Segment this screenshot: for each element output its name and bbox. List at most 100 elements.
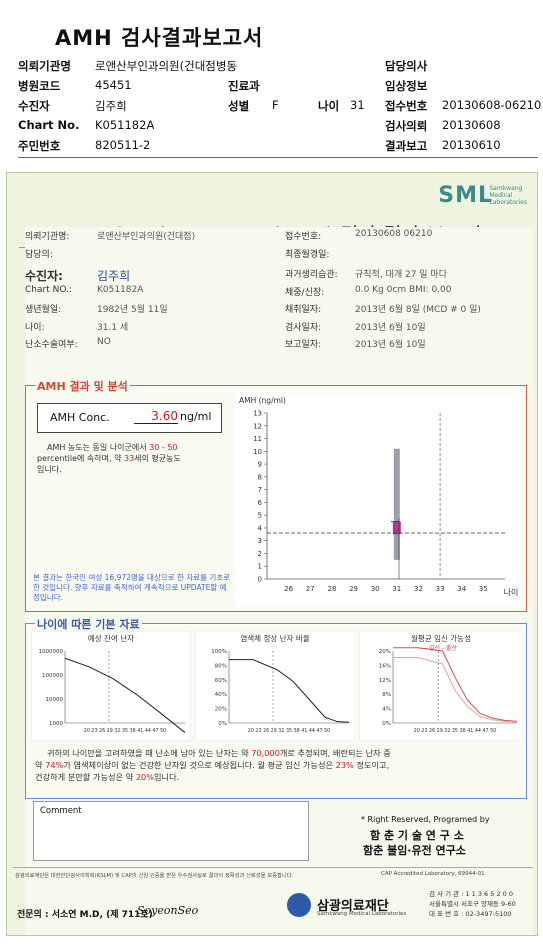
remaining-eggs-chart-ytick: 10000 [46, 697, 64, 703]
amh-chart-iqr-box [392, 521, 401, 535]
sml-logo-sub: Samkwang Medical Laboratories [489, 185, 527, 206]
page-title: AMH 검사결과보고서 [55, 26, 264, 50]
field-label: 생년월일: [25, 305, 62, 315]
header-label: 검사의뢰 [385, 119, 428, 133]
remaining-eggs-chart: 예상 잔여 난자 1000000 100000 10000 1000 20 23 26 2… [31, 631, 191, 741]
amh-chart-ytick-label: 1 [258, 563, 262, 571]
normal-chromosome-chart-xticks: 20 23 26 29 32 35 38 41 44 47 50 [248, 728, 330, 734]
field-value: 31.1 세 [97, 322, 129, 333]
field-value: 20130608 06210 [355, 229, 433, 239]
pregnancy-chance-chart: 월평균 임신 가능성 20% 16% 12% 8% 4% 0% 20 23 26 29 32 … [359, 631, 523, 741]
normal-chromosome-chart-ytick: 100% [211, 649, 227, 655]
amh-data-note: 본 결과는 한국인 여성 16,972명을 대상으로 한 자료를 기초로 한 것… [33, 573, 231, 602]
header-label: 주민번호 [18, 139, 61, 153]
remaining-eggs-chart-series-line [64, 657, 186, 733]
field-value: 1982년 5월 11일 [97, 305, 168, 315]
header-label: 병원코드 [18, 79, 61, 93]
amh-conc-value: 3.60 [134, 409, 178, 424]
amh-chart-range-bar [393, 448, 400, 560]
header-label: 결과보고 [385, 139, 428, 153]
field-label: 최종월경일: [285, 249, 330, 260]
amh-chart-xtick-label: 28 [327, 585, 336, 593]
pregnancy-chance-chart-ytick: 8% [382, 692, 391, 698]
header-label: 나이 [318, 99, 340, 113]
amh-chart-xtick-label: 31 [392, 585, 401, 593]
amh-interpretation: AMH 농도는 동일 나이군에서 30 - 50 percentile에 속하며… [37, 443, 181, 474]
normal-chromosome-chart-series-line [229, 659, 350, 723]
normal-chromosome-chart-title: 염색체 정상 난자 비율 [240, 633, 309, 643]
amh-chart-ytick-label: 11 [253, 435, 262, 443]
remaining-eggs-chart-title: 예상 잔여 난자 [88, 633, 134, 643]
field-value: 2013년 6월 10일 [355, 340, 426, 350]
comment-box: Comment [33, 801, 309, 861]
header-value: 로앤산부인과의원(건대점병동 [95, 59, 238, 73]
field-label: 체중/신장: [285, 287, 325, 298]
header-value: 45451 [95, 78, 132, 92]
comment-label: Comment [40, 806, 82, 816]
pregnancy-chance-chart-ytick: 12% [379, 678, 391, 684]
pregnancy-chance-chart-series-line [393, 657, 518, 723]
rights-org-1: 함 춘 기 술 연 구 소 [370, 829, 464, 842]
rights-org-2: 함춘 불임·유전 연구소 [363, 844, 466, 857]
amh-chart-ytick-label: 4 [258, 524, 263, 532]
field-value: NO [97, 337, 111, 347]
field-label: 과거생리습관: [285, 270, 338, 280]
header-label: 성별 [228, 99, 250, 113]
pregnancy-chance-chart-title: 월평균 임신 가능성 [411, 633, 471, 643]
normal-chromosome-chart-bg [195, 631, 355, 741]
foundation-logo-icon [287, 893, 311, 917]
pregnancy-chance-chart-ytick: 4% [382, 707, 391, 713]
header-value: 20130608 [442, 118, 501, 132]
pregnancy-chance-chart-bg [359, 631, 523, 741]
header-value: F [272, 98, 279, 112]
amh-chart-xtick-label: 35 [479, 585, 488, 593]
remaining-eggs-chart-ytick: 100000 [42, 673, 63, 679]
header-label: 수진자 [18, 99, 50, 113]
field-label: 나이: [25, 322, 45, 333]
amh-chart-ylabel: AMH (ng/ml) [239, 396, 286, 405]
remaining-eggs-chart-bg [31, 631, 191, 741]
age-section-title: 나이에 따른 기본 자료 [35, 616, 142, 632]
amh-chart-ytick-label: 10 [253, 448, 262, 456]
amh-chart-ytick-label: 2 [258, 550, 262, 558]
field-label: 수진자: [25, 269, 63, 283]
header-label: 접수번호 [385, 99, 428, 113]
amh-chart-xtick-label: 34 [457, 585, 466, 593]
field-label: 접수번호: [285, 232, 322, 242]
sml-logo: SML [438, 183, 493, 208]
foundation-name-en: Samkwang Medical Laboratories [317, 911, 407, 917]
pregnancy-chance-chart-series-line [393, 647, 518, 722]
amh-chart-xtick-label: 30 [371, 585, 380, 593]
field-value: 로앤산부인과의원(건대점) [97, 232, 196, 242]
doctor-signature: SoyeonSeo [137, 904, 199, 917]
report-body: 의뢰기관명: 로앤산부인과의원(건대점) 담당의: 수진자: 김주희 Chart NO.:… [13, 227, 533, 935]
footer-divider [13, 867, 533, 868]
field-label: Chart NO.: [25, 284, 72, 295]
amh-section-title: AMH 결과 및 분석 [35, 378, 130, 394]
amh-chart-xtick-label: 26 [284, 585, 293, 593]
report-sheet: SML Samkwang Medical Laboratories Ovaria… [6, 172, 538, 936]
field-label: 담당의: [25, 249, 53, 260]
cap-note: CAP Accredited Laboratory, 69944-01 [381, 871, 485, 877]
field-value: 0.0 Kg 0cm BMI: 0.00 [355, 284, 452, 295]
header-value: 31 [350, 98, 365, 112]
header-value: 20130608-06210 [442, 98, 542, 112]
amh-chart-bg [235, 393, 521, 607]
header-label: Chart No. [18, 118, 80, 132]
amh-conc-box: AMH Conc. 3.60 ng/ml [37, 403, 222, 433]
amh-chart-ytick-label: 13 [253, 410, 262, 418]
foundation-name: 삼광의료재단 [317, 899, 389, 914]
field-label: 보고일자: [285, 340, 322, 350]
field-label: 난소수술여부: [25, 340, 78, 350]
normal-chromosome-chart-ytick: 40% [215, 692, 227, 698]
field-label: 의뢰기관명: [25, 232, 70, 242]
normal-chromosome-chart-ytick: 0% [218, 721, 227, 727]
field-value: K051182A [97, 284, 144, 295]
header-divider [18, 157, 538, 158]
foundation-contact: 검 사 기 관 : 1 1 3 6 5 2 0 0 서울특별시 서초구 양재동 … [429, 890, 516, 918]
remaining-eggs-chart-ytick: 1000000 [39, 649, 64, 655]
header-value: 김주희 [95, 99, 127, 113]
header-value: 20130610 [442, 138, 501, 152]
normal-chromosome-chart-ytick: 80% [215, 663, 227, 669]
